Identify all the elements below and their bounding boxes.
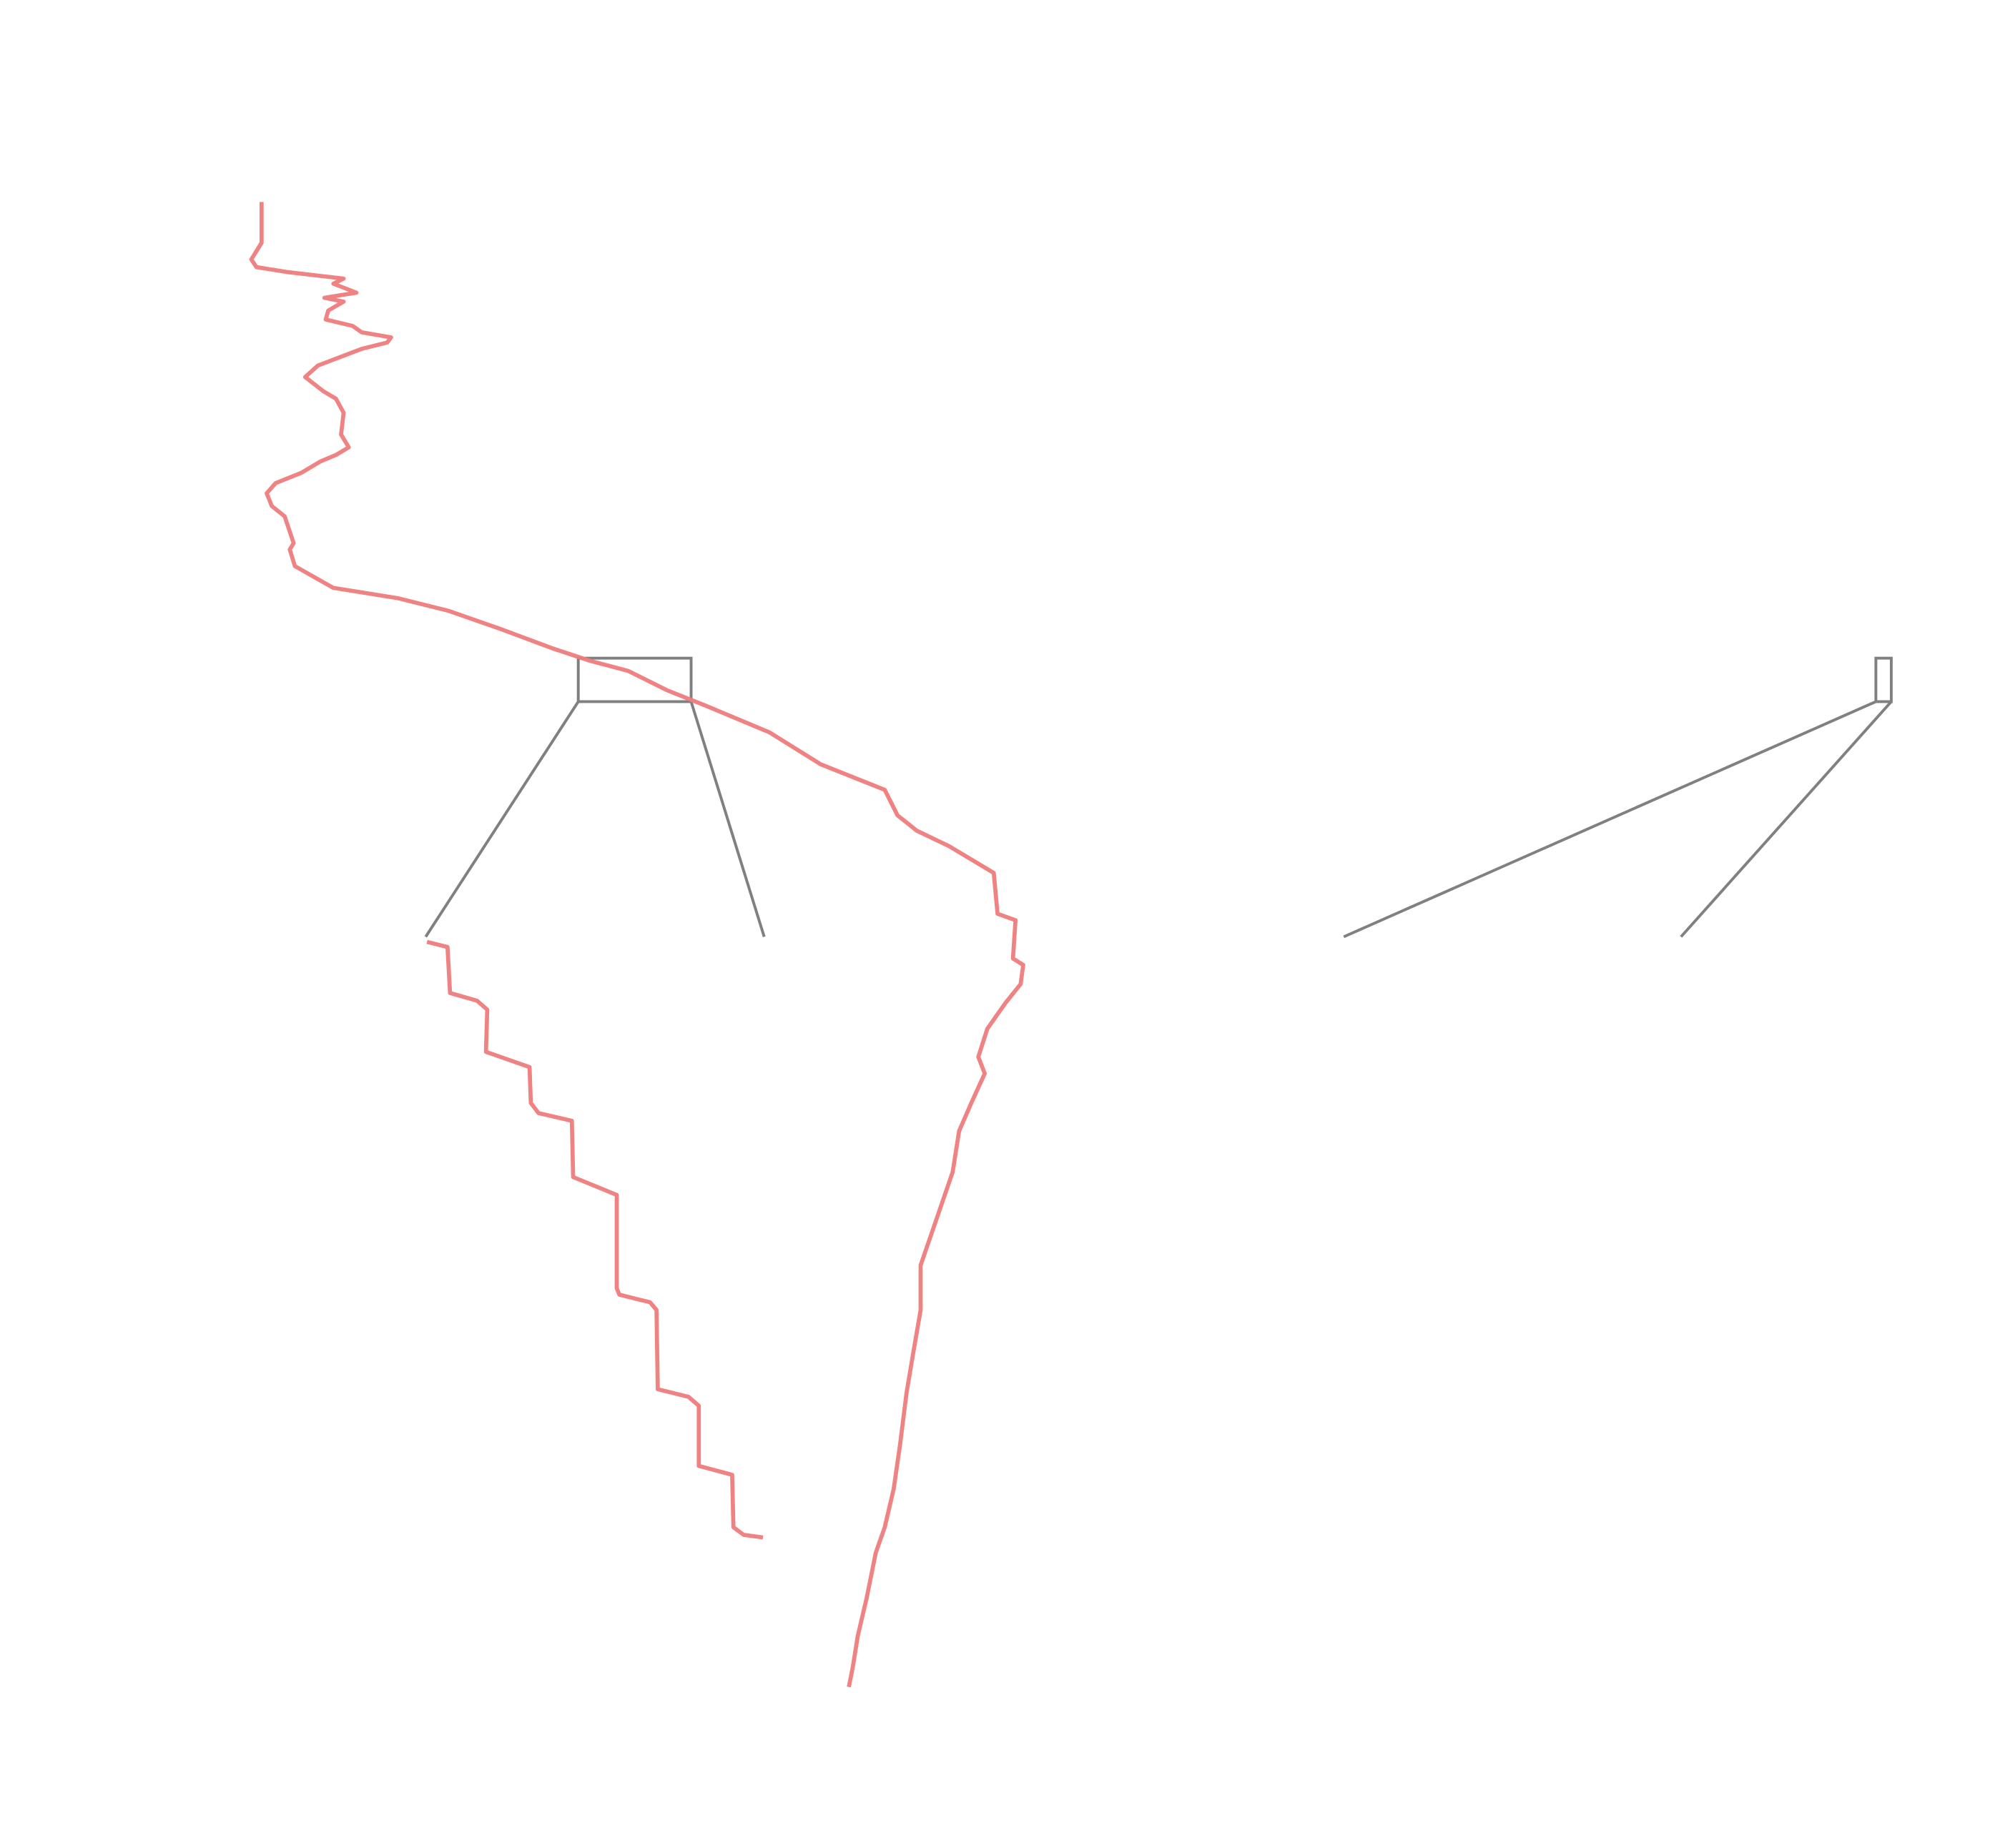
zoom-indicators: [424, 656, 1893, 939]
data-line: [249, 202, 1025, 1688]
zoom-connector: [1343, 700, 1877, 939]
zoom-box: [576, 656, 693, 703]
zoom-connector: [424, 701, 580, 938]
zoom-connector: [689, 701, 766, 937]
zoom-connector: [1680, 701, 1893, 938]
zoom-box: [1874, 656, 1893, 703]
data-line: [426, 939, 764, 1540]
